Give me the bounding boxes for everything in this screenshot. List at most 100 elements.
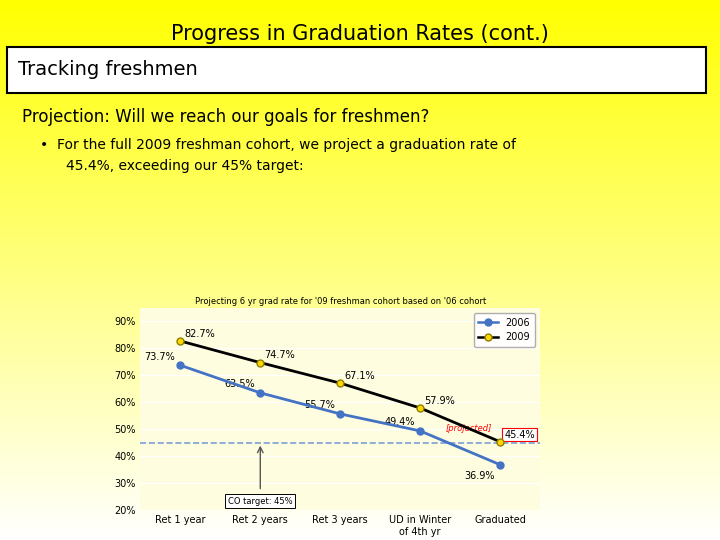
Bar — [0, 475, 720, 478]
Bar — [0, 43, 720, 46]
Bar — [0, 65, 720, 68]
Title: Projecting 6 yr grad rate for '09 freshman cohort based on '06 cohort: Projecting 6 yr grad rate for '09 freshm… — [194, 296, 486, 306]
Bar — [0, 310, 720, 313]
Bar — [0, 319, 720, 321]
Bar — [0, 305, 720, 308]
Bar — [0, 335, 720, 338]
Bar — [0, 3, 720, 5]
Bar — [0, 230, 720, 232]
Bar — [0, 292, 720, 294]
Bar — [0, 232, 720, 235]
Bar — [0, 381, 720, 383]
Bar — [0, 467, 720, 470]
Bar — [0, 329, 720, 332]
Bar — [0, 389, 720, 392]
FancyBboxPatch shape — [7, 47, 706, 93]
Text: Tracking freshmen: Tracking freshmen — [18, 60, 197, 79]
Bar — [0, 30, 720, 32]
Bar — [0, 73, 720, 76]
Bar — [0, 24, 720, 27]
Bar — [0, 151, 720, 154]
Bar — [0, 451, 720, 454]
Text: 67.1%: 67.1% — [344, 371, 375, 381]
Bar — [0, 302, 720, 305]
Bar — [0, 273, 720, 275]
Bar — [0, 535, 720, 537]
Bar — [0, 340, 720, 343]
Bar — [0, 508, 720, 510]
Bar — [0, 432, 720, 435]
Bar — [0, 370, 720, 373]
Bar — [0, 518, 720, 521]
Bar — [0, 46, 720, 49]
Bar — [0, 165, 720, 167]
Bar — [0, 537, 720, 540]
Bar — [0, 521, 720, 524]
Bar — [0, 378, 720, 381]
Bar — [0, 167, 720, 170]
Bar — [0, 103, 720, 105]
Bar — [0, 221, 720, 224]
Bar — [0, 440, 720, 443]
Bar — [0, 400, 720, 402]
Bar — [0, 327, 720, 329]
Bar — [0, 446, 720, 448]
Bar — [0, 470, 720, 472]
Bar — [0, 313, 720, 316]
Bar — [0, 119, 720, 122]
Bar — [0, 57, 720, 59]
Bar — [0, 157, 720, 159]
Bar — [0, 178, 720, 181]
Bar — [0, 346, 720, 348]
Bar — [0, 332, 720, 335]
Bar — [0, 284, 720, 286]
Bar — [0, 416, 720, 418]
Bar — [0, 0, 720, 3]
Bar — [0, 429, 720, 432]
Bar — [0, 248, 720, 251]
Bar — [0, 135, 720, 138]
Bar — [0, 278, 720, 281]
Bar — [0, 359, 720, 362]
Bar — [0, 189, 720, 192]
Bar — [0, 497, 720, 500]
Bar — [0, 251, 720, 254]
Bar — [0, 294, 720, 297]
Bar — [0, 472, 720, 475]
Bar — [0, 443, 720, 445]
Bar — [0, 105, 720, 108]
Bar — [0, 200, 720, 202]
Bar — [0, 127, 720, 130]
Bar — [0, 316, 720, 319]
Bar — [0, 486, 720, 489]
Bar — [0, 362, 720, 364]
Bar — [0, 78, 720, 81]
Bar — [0, 383, 720, 386]
Text: CO target: 45%: CO target: 45% — [228, 497, 292, 506]
Bar — [0, 108, 720, 111]
Bar — [0, 216, 720, 219]
Bar — [0, 275, 720, 278]
Bar — [0, 259, 720, 262]
Bar — [0, 154, 720, 157]
Bar — [0, 219, 720, 221]
Text: 55.7%: 55.7% — [304, 400, 335, 410]
Bar — [0, 186, 720, 189]
Bar — [0, 321, 720, 324]
Bar — [0, 481, 720, 483]
Bar — [0, 35, 720, 38]
Bar — [0, 5, 720, 8]
Bar — [0, 84, 720, 86]
Bar — [0, 40, 720, 43]
Bar — [0, 235, 720, 238]
Text: 73.7%: 73.7% — [144, 352, 175, 362]
Bar — [0, 194, 720, 197]
Bar — [0, 146, 720, 148]
Bar — [0, 405, 720, 408]
Bar — [0, 364, 720, 367]
Bar — [0, 181, 720, 184]
Bar — [0, 397, 720, 400]
Bar — [0, 464, 720, 467]
Bar — [0, 386, 720, 389]
Bar — [0, 111, 720, 113]
